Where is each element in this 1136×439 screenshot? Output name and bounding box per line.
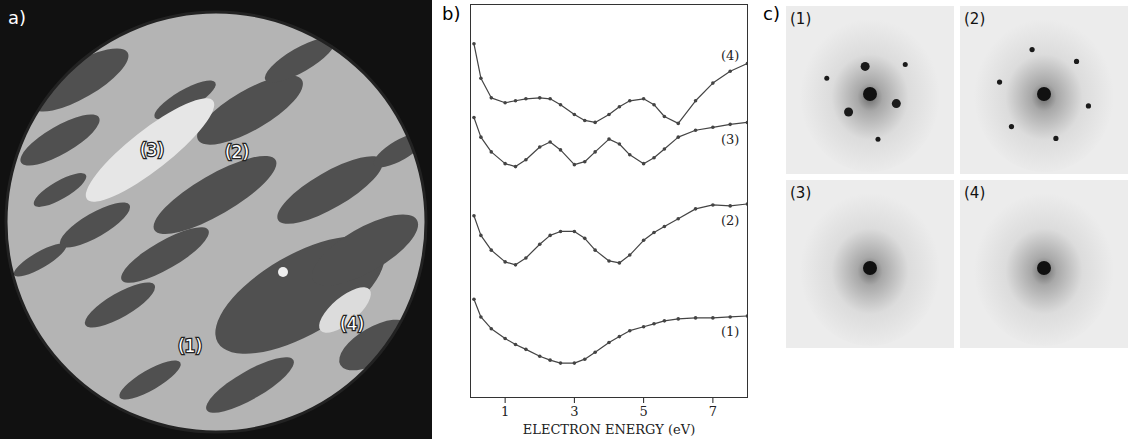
svg-text:3: 3 [570,404,578,419]
svg-text:5: 5 [639,404,647,419]
svg-text:(2): (2) [964,10,985,28]
svg-text:(4): (4) [340,314,364,334]
svg-text:1: 1 [501,404,509,419]
html-text:c): c) [763,3,780,24]
html-text:b): b) [442,3,461,24]
svg-text:(3): (3) [140,140,164,160]
svg-text:7: 7 [709,404,717,419]
svg-text:ELECTRON ENERGY (eV): ELECTRON ENERGY (eV) [523,422,695,437]
svg-text:(1): (1) [721,324,739,339]
svg-text:(1): (1) [178,336,202,356]
svg-text:(4): (4) [964,184,985,202]
svg-text:(3): (3) [721,132,739,147]
svg-text:(2): (2) [225,142,249,162]
svg-text:(4): (4) [721,48,739,63]
svg-text:a): a) [8,7,26,28]
svg-text:(2): (2) [721,213,739,228]
svg-text:(1): (1) [790,10,811,28]
svg-text:(3): (3) [790,184,811,202]
